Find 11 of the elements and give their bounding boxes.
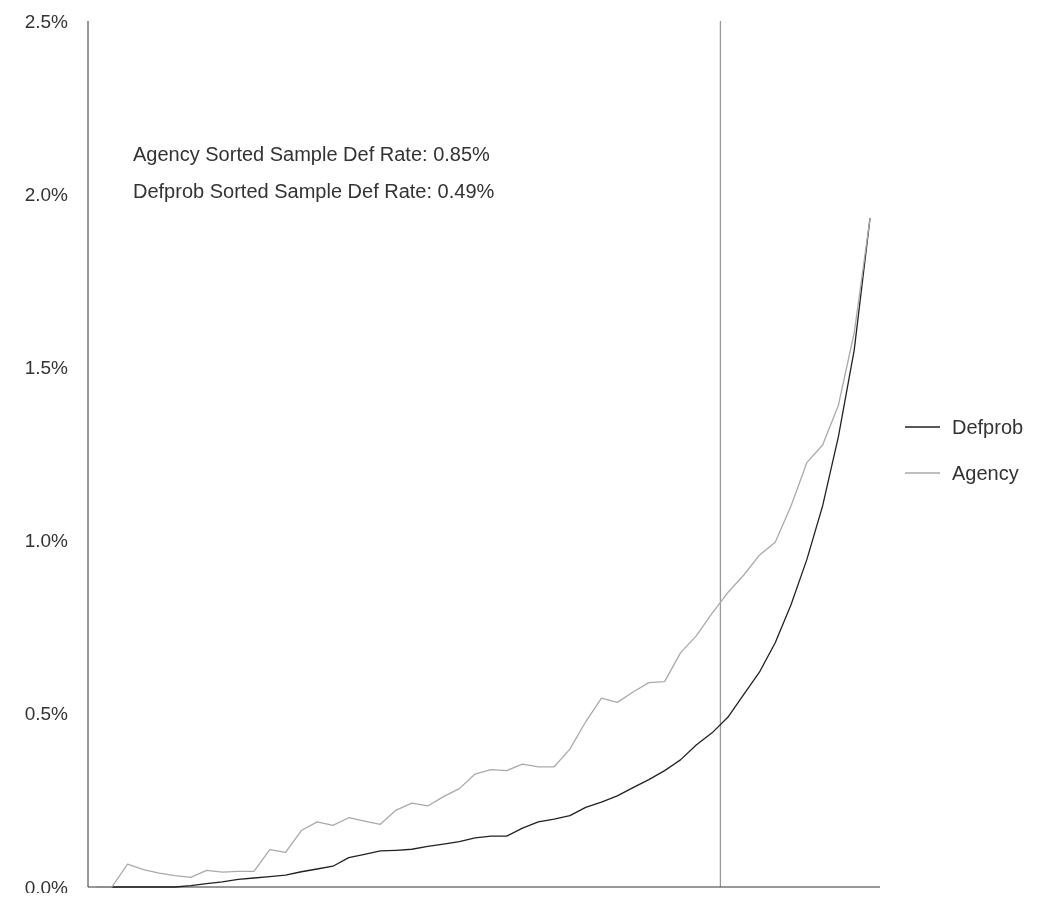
y-tick-label: 0.0% xyxy=(24,876,69,898)
legend-label: Agency xyxy=(952,462,1019,484)
legend-label: Defprob xyxy=(952,416,1024,438)
y-tick-label: 1.0% xyxy=(24,530,69,552)
line-series xyxy=(95,217,871,888)
y-tick-label: 2.5% xyxy=(24,10,69,32)
annotation: Defprob Sorted Sample Def Rate: 0.49% xyxy=(133,180,495,202)
annotation: Agency Sorted Sample Def Rate: 0.85% xyxy=(133,143,491,165)
y-tick-label: 2.0% xyxy=(24,183,69,205)
y-tick-label: 0.5% xyxy=(24,703,69,725)
y-tick-label: 1.5% xyxy=(24,357,69,379)
